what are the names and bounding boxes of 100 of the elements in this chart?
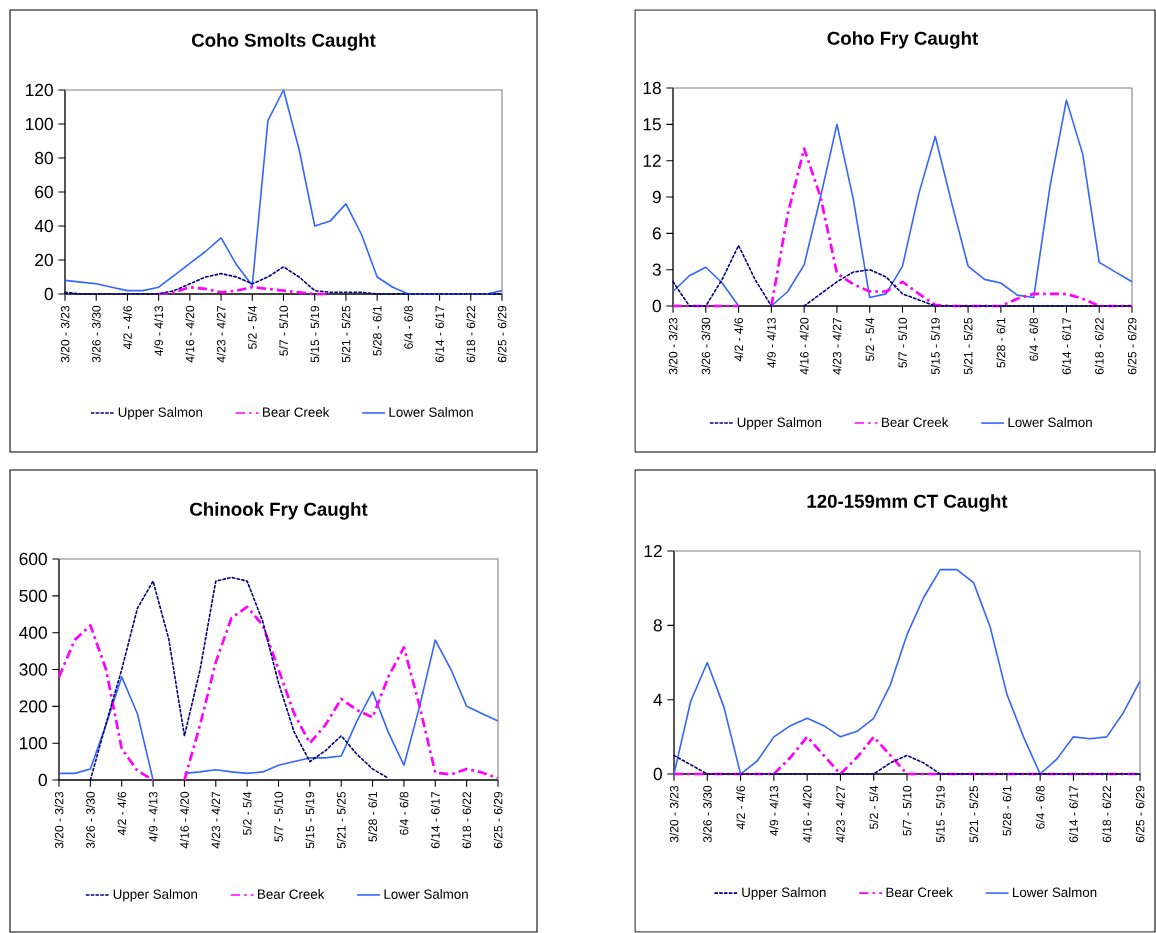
x-tick-label: 5/28 - 6/1 — [1002, 785, 1012, 836]
x-tick-label: 6/4 - 6/8 — [1035, 785, 1045, 829]
x-tick-label: 4/9 - 4/13 — [148, 791, 158, 842]
x-tick-label: 6/25 - 6/29 — [497, 305, 507, 363]
x-tick-label: 4/2 - 4/6 — [123, 305, 132, 350]
x-tick-label: 5/7 - 5/10 — [898, 317, 907, 368]
x-tick-label: 5/15 - 5/19 — [930, 317, 940, 375]
y-tick-label: 4 — [653, 693, 663, 706]
x-tick-label: 5/2 - 5/4 — [869, 785, 879, 829]
x-tick-label: 6/4 - 6/8 — [403, 305, 413, 349]
chart-title: Coho Smolts Caught — [191, 33, 376, 51]
line-series — [89, 576, 390, 781]
y-tick-label: 40 — [34, 219, 53, 233]
x-tick-label: 5/7 - 5/10 — [902, 785, 912, 836]
x-tick-label: 6/25 - 6/29 — [1127, 317, 1137, 375]
legend-label: Bear Creek — [886, 887, 953, 898]
y-tick-label: 0 — [653, 767, 662, 781]
x-tick-label: 4/16 - 4/20 — [185, 305, 195, 363]
x-tick-label: 5/21 - 5/25 — [969, 785, 978, 843]
y-tick-label: 0 — [44, 287, 53, 301]
x-tick-label: 5/28 - 6/1 — [996, 317, 1006, 368]
x-tick-label: 5/7 - 5/10 — [279, 305, 288, 356]
x-tick-label: 5/2 - 5/4 — [247, 305, 257, 349]
x-tick-label: 5/7 - 5/10 — [274, 791, 283, 842]
x-tick-label: 3/26 - 3/30 — [85, 791, 95, 849]
y-tick-label: 20 — [35, 253, 53, 267]
x-tick-label: 3/26 - 3/30 — [701, 317, 711, 375]
y-tick-label: 6 — [652, 227, 661, 240]
y-tick-label: 0 — [38, 773, 47, 787]
x-tick-label: 6/14 - 6/17 — [430, 792, 440, 849]
y-tick-label: 12 — [643, 154, 661, 167]
x-tick-label: 6/18 - 6/22 — [1094, 318, 1104, 375]
x-tick-label: 6/14 - 6/17 — [1062, 318, 1071, 375]
y-tick-label: 300 — [19, 663, 47, 676]
x-tick-label: 6/25 - 6/29 — [493, 791, 503, 849]
y-tick-label: 18 — [643, 81, 661, 95]
legend-label: Bear Creek — [263, 407, 330, 417]
x-tick-label: 5/21 - 5/25 — [341, 305, 351, 363]
legend-label: Upper Salmon — [742, 887, 826, 900]
y-tick-label: 3 — [652, 263, 661, 276]
legend-label: Lower Salmon — [1008, 417, 1092, 428]
legend-label: Upper Salmon — [737, 417, 822, 430]
x-tick-label: 5/15 - 5/19 — [310, 305, 320, 363]
y-tick-label: 100 — [26, 117, 53, 131]
legend-label: Upper Salmon — [118, 407, 203, 420]
x-tick-label: 4/2 - 4/6 — [734, 317, 743, 362]
y-tick-label: 100 — [20, 737, 47, 750]
x-tick-label: 3/20 - 3/23 — [668, 317, 678, 375]
y-tick-label: 0 — [652, 299, 661, 313]
legend-label: Lower Salmon — [384, 889, 468, 899]
x-tick-label: 4/16 - 4/20 — [180, 791, 189, 849]
x-tick-label: 4/9 - 4/13 — [769, 785, 779, 836]
y-tick-label: 600 — [19, 552, 47, 566]
y-tick-label: 400 — [19, 626, 47, 639]
legend-label: Lower Salmon — [1013, 887, 1097, 898]
x-tick-label: 4/23 - 4/27 — [211, 792, 221, 849]
legend-label: Bear Creek — [258, 889, 325, 899]
x-tick-label: 5/15 - 5/19 — [305, 791, 315, 849]
legend-label: Lower Salmon — [389, 407, 473, 417]
x-tick-label: 6/4 - 6/8 — [399, 791, 409, 835]
y-tick-label: 60 — [35, 185, 53, 199]
y-tick-label: 8 — [653, 619, 662, 632]
x-tick-label: 3/26 - 3/30 — [702, 785, 712, 843]
legend-label: Upper Salmon — [113, 889, 198, 902]
x-tick-label: 4/9 - 4/13 — [154, 305, 164, 356]
x-tick-label: 6/14 - 6/17 — [1069, 786, 1078, 843]
x-tick-label: 4/16 - 4/20 — [799, 317, 809, 375]
x-tick-label: 5/2 - 5/4 — [242, 791, 252, 835]
x-tick-label: 3/20 - 3/23 — [60, 305, 70, 363]
x-tick-label: 3/20 - 3/23 — [669, 785, 679, 843]
x-tick-label: 4/23 - 4/27 — [832, 318, 842, 375]
y-tick-label: 9 — [652, 190, 661, 204]
x-tick-label: 6/4 - 6/8 — [1029, 317, 1039, 361]
x-tick-label: 6/14 - 6/17 — [435, 306, 444, 363]
x-tick-label: 6/18 - 6/22 — [466, 306, 476, 363]
x-tick-label: 4/2 - 4/6 — [117, 791, 127, 836]
y-tick-label: 12 — [644, 544, 662, 558]
x-tick-label: 6/25 - 6/29 — [1135, 785, 1145, 843]
x-tick-label: 5/21 - 5/25 — [963, 317, 973, 375]
x-tick-label: 4/23 - 4/27 — [836, 786, 845, 843]
legend-label: Bear Creek — [882, 417, 949, 428]
x-tick-label: 6/18 - 6/22 — [462, 792, 472, 849]
x-tick-label: 4/16 - 4/20 — [802, 785, 812, 843]
x-tick-label: 3/26 - 3/30 — [91, 305, 101, 363]
y-tick-label: 200 — [19, 700, 47, 713]
x-tick-label: 5/2 - 5/4 — [865, 317, 875, 361]
x-tick-label: 4/9 - 4/13 — [766, 317, 776, 368]
y-tick-label: 80 — [35, 151, 53, 165]
chart-title: 120-159mm CT Caught — [807, 494, 1008, 512]
x-tick-label: 5/15 - 5/19 — [935, 785, 945, 843]
chart-title: Coho Fry Caught — [827, 31, 978, 49]
x-tick-label: 6/18 - 6/22 — [1102, 786, 1112, 843]
x-tick-label: 4/23 - 4/27 — [216, 306, 226, 363]
y-tick-label: 500 — [19, 589, 47, 602]
y-tick-label: 15 — [643, 118, 661, 131]
y-tick-label: 120 — [26, 83, 53, 97]
x-tick-label: 5/28 - 6/1 — [368, 791, 377, 842]
x-tick-label: 4/2 - 4/6 — [736, 785, 745, 830]
x-tick-label: 5/21 - 5/25 — [336, 791, 346, 849]
x-tick-label: 5/28 - 6/1 — [372, 305, 382, 356]
